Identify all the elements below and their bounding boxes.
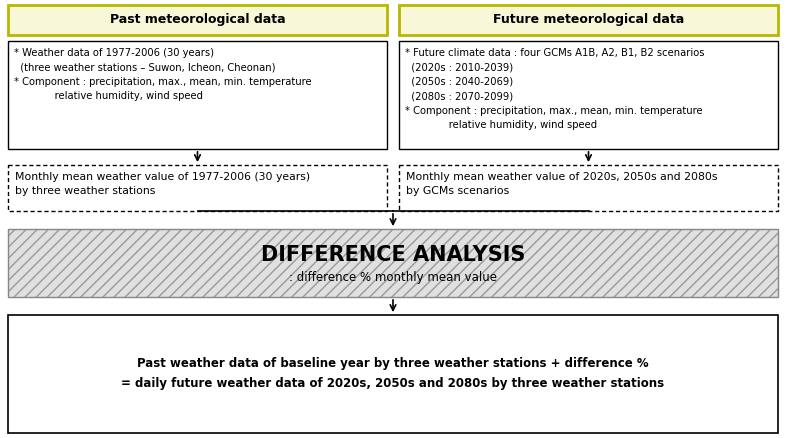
Text: Future meteorological data: Future meteorological data [493,14,684,27]
Text: Monthly mean weather value of 1977-2006 (30 years)
by three weather stations: Monthly mean weather value of 1977-2006 … [15,172,310,196]
Bar [8,5,387,35]
Bar [8,229,778,297]
Bar [8,315,778,433]
Bar [399,165,778,211]
Text: = daily future weather data of 2020s, 2050s and 2080s by three weather stations: = daily future weather data of 2020s, 20… [122,378,664,391]
Bar [8,41,387,149]
Text: : difference % monthly mean value: : difference % monthly mean value [289,272,497,284]
Text: Past weather data of baseline year by three weather stations + difference %: Past weather data of baseline year by th… [138,357,648,371]
Bar [8,229,778,297]
Text: Monthly mean weather value of 2020s, 2050s and 2080s
by GCMs scenarios: Monthly mean weather value of 2020s, 205… [406,172,718,196]
Text: * Future climate data : four GCMs A1B, A2, B1, B2 scenarios
  (2020s : 2010-2039: * Future climate data : four GCMs A1B, A… [405,48,704,130]
Text: * Weather data of 1977-2006 (30 years)
  (three weather stations – Suwon, Icheon: * Weather data of 1977-2006 (30 years) (… [14,48,311,101]
Text: Past meteorological data: Past meteorological data [110,14,285,27]
Text: DIFFERENCE ANALYSIS: DIFFERENCE ANALYSIS [261,245,525,265]
Bar [399,41,778,149]
Bar [8,165,387,211]
Bar [399,5,778,35]
